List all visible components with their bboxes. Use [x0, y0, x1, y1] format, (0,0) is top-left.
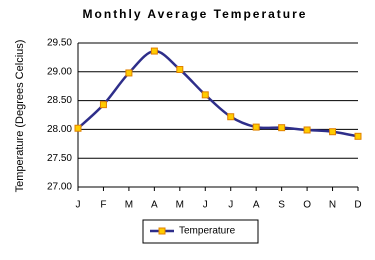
x-tick-label: N [329, 200, 336, 211]
point-marker [329, 128, 337, 136]
y-tick-label: 29.00 [47, 66, 72, 77]
y-tick-label: 28.50 [47, 95, 72, 106]
x-tick-label: A [253, 200, 260, 211]
x-tick-label: M [176, 200, 184, 211]
point-marker [227, 113, 235, 121]
x-tick-label: M [125, 200, 133, 211]
y-tick-label: 27.00 [47, 182, 72, 193]
x-tick-label: J [203, 200, 208, 211]
point-marker [99, 101, 107, 109]
point-marker [278, 124, 286, 132]
point-marker [201, 91, 209, 99]
x-tick-label: F [100, 200, 106, 211]
point-marker [150, 47, 158, 55]
x-tick-label: O [303, 200, 311, 211]
chart-title: Monthly Average Temperature [83, 7, 308, 21]
x-tick-label: J [228, 200, 233, 211]
x-tick-label: D [354, 200, 361, 211]
legend-box [142, 219, 259, 244]
point-marker [252, 123, 260, 131]
y-tick-label: 29.50 [47, 38, 72, 49]
x-tick-label: A [151, 200, 158, 211]
series-line [77, 49, 359, 138]
point-marker [354, 132, 362, 140]
x-tick-label: J [76, 200, 81, 211]
x-tick-label: S [278, 200, 285, 211]
point-marker [303, 126, 311, 134]
legend-label: Temperature [179, 226, 236, 237]
point-marker [125, 69, 133, 77]
point-marker [74, 124, 82, 132]
legend-marker [158, 227, 166, 235]
y-tick-label: 27.50 [47, 153, 72, 164]
y-tick-label: 28.00 [47, 124, 72, 135]
y-axis-label: Temperature (Degrees Celcius) [14, 40, 26, 193]
point-marker [176, 65, 184, 73]
